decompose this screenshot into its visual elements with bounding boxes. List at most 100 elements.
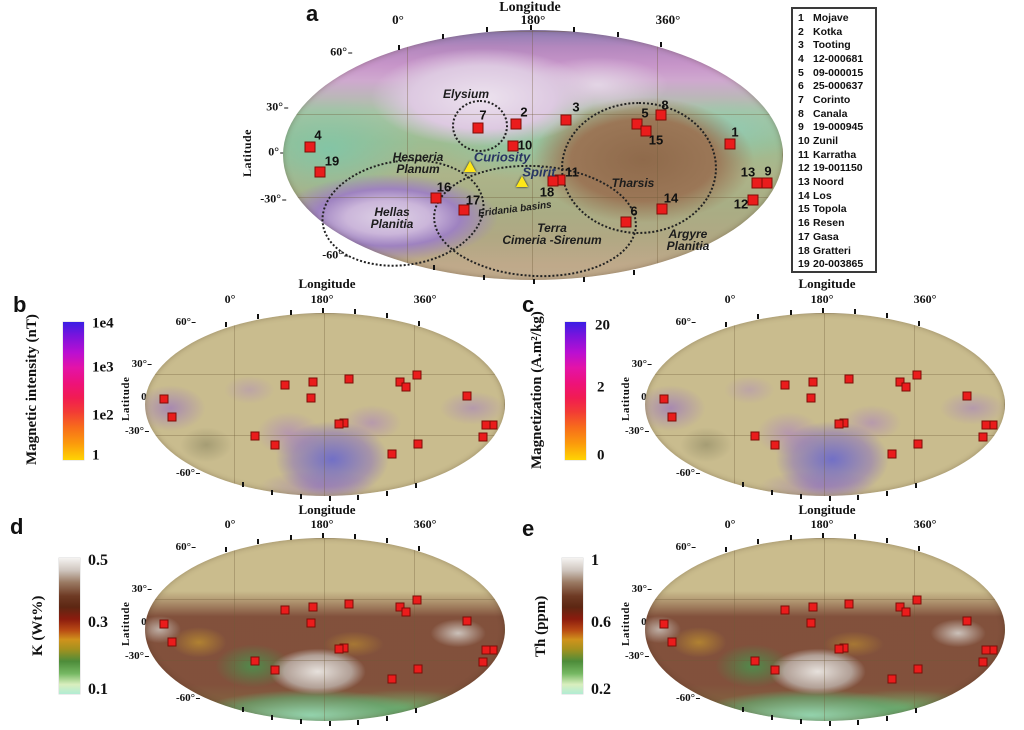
site-marker-13 — [751, 177, 763, 189]
site-label-4: 4 — [314, 127, 322, 143]
panel-b-letter: b — [13, 292, 27, 317]
panel-e-cbtick-06: 0.6 — [591, 614, 611, 631]
elysium-dotted-outline — [452, 100, 508, 152]
site-marker-1 — [462, 616, 472, 626]
legend-item-8: 8 Canala — [798, 107, 875, 121]
curiosity-rover-label: Curiosity — [473, 149, 531, 165]
legend-item-number: 15 — [798, 203, 810, 216]
panel-b-cbtick-1e2: 1e2 — [92, 407, 114, 424]
site-marker-13 — [981, 420, 991, 430]
site-label-7: 7 — [479, 107, 487, 123]
legend-item-name: Noord — [813, 176, 844, 189]
panel-d-xaxis-title: Longitude — [298, 502, 356, 517]
panel-e-cbtick-02: 0.2 — [591, 681, 611, 698]
legend-item-name: 19-001150 — [813, 162, 863, 175]
panel-d-xtick-360: 360° — [413, 517, 437, 531]
panel-d-letter: d — [10, 514, 24, 539]
legend-item-number: 12 — [798, 162, 810, 175]
legend-item-number: 8 — [798, 107, 804, 120]
site-marker-18 — [834, 419, 844, 429]
panel-b-map — [145, 308, 505, 501]
panel-a-ytick--30: -30° — [260, 192, 286, 207]
panel-b-xtick-360: 360° — [413, 292, 437, 306]
panel-c: c Longitude 0° 180° 360° Magnetization (… — [505, 276, 1024, 501]
legend-item-name: Kotka — [813, 25, 843, 38]
site-marker-14 — [413, 664, 423, 674]
panel-e-xtick-360: 360° — [913, 517, 937, 531]
site-marker-4 — [659, 394, 669, 404]
legend-item-number: 1 — [798, 11, 804, 24]
legend-item-name: Gratteri — [813, 244, 851, 257]
site-marker-15 — [640, 125, 652, 137]
panel-c-site-markers — [645, 313, 1005, 496]
site-marker-3 — [344, 599, 354, 609]
site-marker-19 — [667, 412, 677, 422]
site-marker-2 — [308, 602, 318, 612]
site-marker-6 — [887, 674, 897, 684]
site-marker-7 — [280, 605, 290, 615]
panel-e-cbtick-1: 1 — [591, 552, 599, 569]
site-marker-8 — [412, 595, 422, 605]
legend-item-3: 3 Tooting — [798, 38, 875, 52]
site-marker-12 — [747, 194, 759, 206]
legend-item-name: Gasa — [813, 230, 839, 243]
site-label-8: 8 — [661, 97, 669, 113]
site-marker-4 — [659, 619, 669, 629]
panel-b-cbtick-1e3: 1e3 — [92, 359, 114, 376]
site-marker-6 — [387, 449, 397, 459]
panel-e-xtick-0: 0° — [724, 517, 736, 531]
panel-b: b Longitude 0° 180° 360° Magnetic intens… — [0, 276, 519, 501]
site-label-10: 10 — [517, 137, 533, 153]
site-marker-8 — [655, 109, 667, 121]
panel-b-ytick-30: 30° — [132, 358, 152, 370]
site-marker-1 — [724, 138, 736, 150]
panel-d-colorbar-title: K (Wt%) — [30, 595, 46, 657]
legend-item-19: 19 20-003865 — [798, 257, 875, 271]
panel-c-ytick--30: -30° — [625, 425, 649, 437]
site-marker-6 — [887, 449, 897, 459]
legend-item-name: Tooting — [813, 39, 851, 52]
thorium-abundance-map — [645, 538, 1005, 721]
site-label-11: 11 — [565, 164, 579, 180]
site-label-12: 12 — [733, 196, 749, 212]
site-marker-19 — [167, 637, 177, 647]
panel-e: e Longitude 0° 180° 360° Th (ppm) 1 0.6 … — [505, 500, 1024, 730]
legend-item-name: Los — [813, 189, 832, 202]
site-label-15: 15 — [648, 132, 664, 148]
site-marker-18 — [834, 644, 844, 654]
panel-b-yaxis-title: Latitude — [120, 376, 132, 421]
panel-e-ytick--30: -30° — [625, 650, 649, 662]
site-marker-19 — [667, 637, 677, 647]
site-marker-12 — [478, 432, 488, 442]
site-marker-8 — [912, 595, 922, 605]
legend-item-1: 1 Mojave — [798, 11, 875, 25]
site-marker-1 — [962, 391, 972, 401]
panel-d-ytick--30: -30° — [125, 650, 149, 662]
site-marker-10 — [306, 618, 316, 628]
panel-a-xaxis-title: Longitude — [499, 0, 561, 15]
site-marker-15 — [901, 382, 911, 392]
legend-item-number: 16 — [798, 217, 810, 230]
site-marker-12 — [978, 432, 988, 442]
site-label-19: 19 — [324, 153, 340, 169]
site-marker-17 — [270, 665, 280, 675]
region-label-argyre-planitia: Argyre Planitia — [666, 227, 710, 253]
legend-item-name: Canala — [813, 107, 848, 120]
panel-e-xtick-180: 180° — [810, 517, 834, 531]
legend-item-name: 20-003865 — [813, 258, 864, 271]
region-label-hesperia-planum: Hesperia Planum — [392, 150, 444, 176]
site-marker-6 — [620, 216, 632, 228]
site-marker-16 — [750, 656, 760, 666]
legend-item-name: 19-000945 — [813, 121, 864, 134]
site-marker-15 — [401, 382, 411, 392]
panel-c-cbtick-0: 0 — [597, 447, 605, 464]
panel-d-yaxis-title: Latitude — [120, 601, 132, 646]
legend-item-number: 9 — [798, 121, 804, 134]
legend-item-name: Resen — [813, 217, 845, 230]
legend-item-18: 18 Gratteri — [798, 244, 875, 258]
site-label-9: 9 — [764, 163, 772, 179]
panel-c-ytick-30: 30° — [632, 358, 652, 370]
site-marker-5 — [895, 602, 905, 612]
site-marker-9 — [761, 177, 773, 189]
panel-d-xtick-180: 180° — [310, 517, 334, 531]
